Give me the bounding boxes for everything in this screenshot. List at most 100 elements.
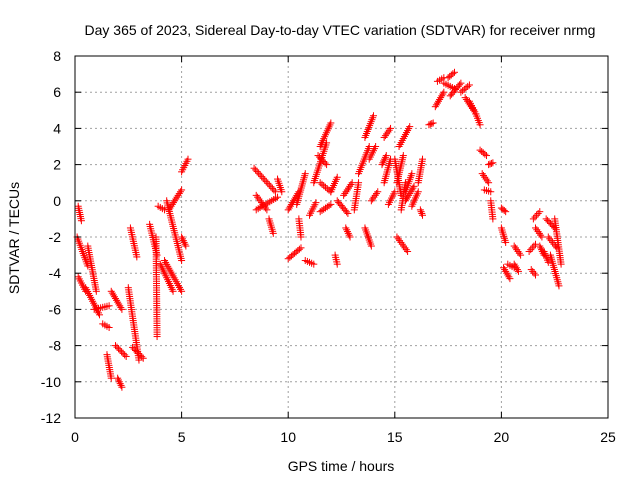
data-point [122,352,130,360]
data-point [323,161,331,169]
data-point [343,228,351,236]
data-point [511,244,519,252]
data-point [259,200,267,208]
data-point [178,257,186,265]
data-point [517,251,525,259]
data-point [439,90,447,98]
data-point [457,88,465,96]
data-point [545,218,553,226]
data-point [342,188,350,196]
data-point [514,247,522,255]
data-point [346,182,354,190]
data-point [285,204,293,212]
data-point [431,103,439,111]
data-point [259,174,267,182]
data-point [343,226,351,234]
data-point [529,215,537,223]
data-point [506,275,514,283]
data-point [432,101,440,109]
data-point [433,99,441,107]
data-point [485,179,493,187]
data-point [510,242,518,250]
data-point [348,179,356,187]
data-point [355,179,363,187]
data-point [544,216,552,224]
data-point [535,229,543,237]
data-point [436,95,444,103]
y-tick-label: 6 [53,84,61,100]
data-point [113,343,121,351]
data-point [316,208,324,216]
data-point [323,203,331,211]
data-point [136,351,144,359]
y-tick-label: 4 [53,120,61,136]
data-point [449,70,457,78]
y-tick-label: -12 [41,410,61,426]
data-point [532,240,540,248]
data-point [555,282,563,290]
data-point [534,209,542,217]
data-point [118,383,126,391]
data-point [340,191,348,199]
data-point [529,267,537,275]
data-point [538,233,546,241]
x-tick-label: 20 [494,429,510,445]
data-point [512,264,520,272]
data-point [489,215,497,223]
data-point [408,186,416,194]
data-point [116,302,124,310]
data-point [528,244,536,252]
data-point [320,205,328,213]
data-point [114,298,122,306]
data-point [317,155,325,163]
data-point [380,133,388,141]
data-point [428,120,436,128]
data-point [182,242,190,250]
data-point [365,143,373,150]
data-point [387,124,395,132]
data-point [109,291,117,299]
data-point [385,126,393,134]
data-point [476,121,484,129]
data-point [381,132,389,140]
data-point [181,240,189,248]
data-point [310,260,318,268]
data-point [374,188,382,196]
data-point [462,84,470,92]
data-point [114,374,122,382]
data-point [544,258,552,266]
data-point [263,206,271,214]
data-point [323,185,331,193]
data-point [369,112,377,120]
data-point [464,82,472,90]
data-point [394,235,402,243]
data-point [459,87,467,95]
data-point [485,161,493,169]
data-point [301,170,309,178]
data-point [255,169,263,177]
data-point [116,346,124,354]
data-point [256,171,264,179]
data-point [419,211,427,219]
data-point [105,324,113,331]
data-point [397,238,405,246]
data-point [478,170,486,178]
data-point [481,173,489,181]
data-point [178,186,186,194]
data-point [314,152,322,160]
data-point [505,273,513,281]
data-point [256,197,264,205]
data-point [333,173,341,181]
data-point [502,208,510,216]
data-point [176,188,184,196]
data-point [393,233,401,241]
data-point [130,345,138,353]
data-point [367,197,375,205]
data-point [369,195,377,203]
x-tick-label: 0 [71,429,79,445]
data-point [437,94,445,102]
data-point [265,181,273,189]
data-point [327,119,335,127]
data-point [513,246,521,254]
